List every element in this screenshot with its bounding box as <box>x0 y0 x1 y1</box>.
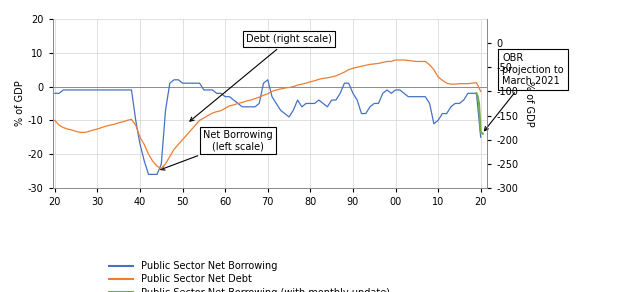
Text: Net Borrowing
(left scale): Net Borrowing (left scale) <box>161 130 273 170</box>
Text: Debt (right scale): Debt (right scale) <box>190 34 332 121</box>
Text: OBR
projection to
March 2021: OBR projection to March 2021 <box>484 53 563 131</box>
Y-axis label: % of GDP: % of GDP <box>524 81 534 126</box>
Legend: Public Sector Net Borrowing, Public Sector Net Debt, Public Sector Net Borrowing: Public Sector Net Borrowing, Public Sect… <box>105 257 394 292</box>
Y-axis label: % of GDP: % of GDP <box>15 81 25 126</box>
